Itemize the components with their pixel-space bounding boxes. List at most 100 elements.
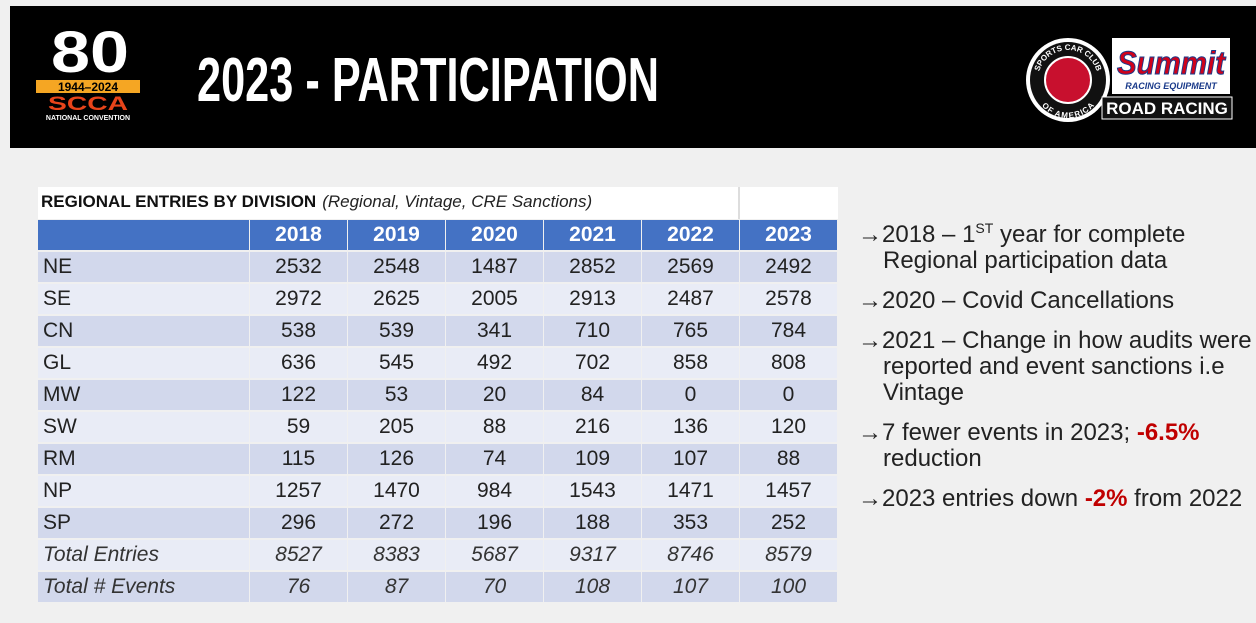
value-cell: 1257 — [250, 476, 347, 506]
value-cell: 100 — [740, 572, 837, 602]
value-cell: 784 — [740, 316, 837, 346]
value-cell: 9317 — [544, 540, 641, 570]
value-cell: 710 — [544, 316, 641, 346]
bullet: →2021 – Change in how audits were report… — [858, 328, 1254, 406]
row-label: Total Entries — [38, 540, 249, 570]
value-cell: 122 — [250, 380, 347, 410]
value-cell: 545 — [348, 348, 445, 378]
value-cell: 107 — [642, 444, 739, 474]
value-cell: 492 — [446, 348, 543, 378]
logo-event: NATIONAL CONVENTION — [46, 115, 130, 122]
value-cell: 88 — [740, 444, 837, 474]
table-row: Total # Events 76 87 70 108 107 100 — [38, 571, 838, 603]
value-cell: 341 — [446, 316, 543, 346]
bullet-text: →2021 – Change in how audits were report… — [858, 327, 1252, 406]
bullet-text: reduction — [883, 445, 982, 472]
value-cell: 353 — [642, 508, 739, 538]
table-title-gap — [738, 187, 838, 219]
bullet: →2018 – 1ST year for complete Regional p… — [858, 220, 1254, 274]
value-cell: 120 — [740, 412, 837, 442]
value-cell: 109 — [544, 444, 641, 474]
value-cell: 2492 — [740, 252, 837, 282]
value-cell: 8579 — [740, 540, 837, 570]
bullet-list: →2018 – 1ST year for complete Regional p… — [858, 220, 1254, 526]
brand-tagline: RACING EQUIPMENT — [1125, 81, 1218, 91]
value-cell: 196 — [446, 508, 543, 538]
value-cell: 2578 — [740, 284, 837, 314]
value-cell: 539 — [348, 316, 445, 346]
value-cell: 808 — [740, 348, 837, 378]
club-seal-wheel — [1044, 56, 1092, 104]
slide-title: 2023 - PARTICIPATION — [197, 46, 659, 115]
series-box — [1101, 96, 1233, 120]
table-row: NP 1257 1470 984 1543 1471 1457 — [38, 475, 838, 507]
year-header: 2020 — [446, 220, 543, 250]
value-cell: 1543 — [544, 476, 641, 506]
value-cell: 53 — [348, 380, 445, 410]
logo-number: 80 — [51, 20, 129, 85]
value-cell: 8746 — [642, 540, 739, 570]
corner-cell — [38, 220, 249, 250]
row-label: Total # Events — [38, 572, 249, 602]
value-cell: 636 — [250, 348, 347, 378]
value-cell: 59 — [250, 412, 347, 442]
value-cell: 8527 — [250, 540, 347, 570]
table-row: NE 2532 2548 1487 2852 2569 2492 — [38, 251, 838, 283]
row-label: SP — [38, 508, 249, 538]
row-label: MW — [38, 380, 249, 410]
value-cell: 20 — [446, 380, 543, 410]
table-row: CN 538 539 341 710 765 784 — [38, 315, 838, 347]
value-cell: 1471 — [642, 476, 739, 506]
logo-years: 1944–2024 — [58, 80, 118, 94]
year-header: 2023 — [740, 220, 837, 250]
bullet-text: →2018 – 1 — [858, 221, 976, 248]
row-label: NP — [38, 476, 249, 506]
bullet-text: year for complete Regional participation… — [883, 221, 1186, 274]
value-cell: 858 — [642, 348, 739, 378]
bullet-text: →2020 – Covid Cancellations — [858, 287, 1175, 314]
row-label: RM — [38, 444, 249, 474]
table-title-row: REGIONAL ENTRIES BY DIVISION (Regional, V… — [38, 187, 838, 219]
bullet: →7 fewer events in 2023; -6.5% reduction — [858, 420, 1254, 472]
row-label: SW — [38, 412, 249, 442]
value-cell: 1457 — [740, 476, 837, 506]
bullet-text: →2023 entries down — [858, 485, 1085, 512]
value-cell: 2913 — [544, 284, 641, 314]
bullet: →2020 – Covid Cancellations — [858, 288, 1254, 314]
value-cell: 0 — [740, 380, 837, 410]
row-label: NE — [38, 252, 249, 282]
value-cell: 984 — [446, 476, 543, 506]
value-cell: 216 — [544, 412, 641, 442]
value-cell: 205 — [348, 412, 445, 442]
table-row: GL 636 545 492 702 858 808 — [38, 347, 838, 379]
table-row: RM 115 126 74 109 107 88 — [38, 443, 838, 475]
value-cell: 188 — [544, 508, 641, 538]
value-cell: 0 — [642, 380, 739, 410]
value-cell: 2532 — [250, 252, 347, 282]
value-cell: 87 — [348, 572, 445, 602]
value-cell: 115 — [250, 444, 347, 474]
value-cell: 136 — [642, 412, 739, 442]
table-row: SW 59 205 88 216 136 120 — [38, 411, 838, 443]
table-row: Total Entries 8527 8383 5687 9317 8746 8579 — [38, 539, 838, 571]
table-row: MW 122 53 20 84 0 0 — [38, 379, 838, 411]
bullet-text: ST — [975, 220, 994, 236]
value-cell: 2005 — [446, 284, 543, 314]
value-cell: 538 — [250, 316, 347, 346]
value-cell: 2625 — [348, 284, 445, 314]
value-cell: 1470 — [348, 476, 445, 506]
value-cell: 88 — [446, 412, 543, 442]
year-header: 2018 — [250, 220, 347, 250]
value-cell: 74 — [446, 444, 543, 474]
table-row: SE 2972 2625 2005 2913 2487 2578 — [38, 283, 838, 315]
bullet-text: -2% — [1084, 485, 1128, 512]
table-note: (Regional, Vintage, CRE Sanctions) — [322, 192, 593, 211]
value-cell: 2972 — [250, 284, 347, 314]
table-row: SP 296 272 196 188 353 252 — [38, 507, 838, 539]
row-label: SE — [38, 284, 249, 314]
value-cell: 765 — [642, 316, 739, 346]
value-cell: 702 — [544, 348, 641, 378]
series: ROAD RACING — [1106, 99, 1228, 118]
entries-table: REGIONAL ENTRIES BY DIVISION (Regional, V… — [38, 187, 838, 603]
